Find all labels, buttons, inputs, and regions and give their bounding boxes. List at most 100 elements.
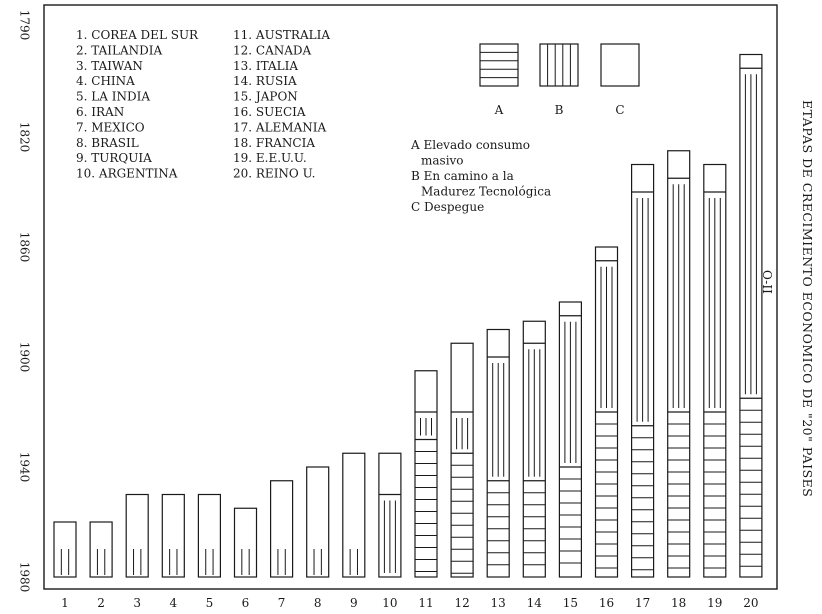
bar bbox=[594, 246, 619, 578]
country-label: 10. ARGENTINA bbox=[76, 167, 178, 181]
country-label: 11. AUSTRALIA bbox=[233, 28, 330, 42]
bar-segment-c bbox=[197, 493, 221, 578]
bar-segment-c bbox=[667, 150, 691, 578]
bar-segment-c bbox=[739, 53, 763, 578]
legend-swatch bbox=[600, 43, 640, 87]
y-axis: 1980 1940 1900 1860 1820 1790 bbox=[18, 10, 32, 593]
legend-box bbox=[539, 43, 579, 87]
y-tick-label: 1980 bbox=[18, 562, 32, 593]
country-label: 20. REINO U. bbox=[233, 167, 315, 181]
country-label: 14. RUSIA bbox=[233, 74, 297, 88]
bar-segment-c bbox=[630, 163, 655, 578]
bar bbox=[667, 150, 691, 578]
country-label: 7. MEXICO bbox=[76, 120, 145, 134]
bar-segment-c bbox=[450, 342, 474, 578]
country-label: 5. LA INDIA bbox=[76, 90, 150, 104]
x-tick-label: 6 bbox=[242, 596, 250, 610]
legend-swatch bbox=[539, 43, 579, 87]
bar bbox=[450, 342, 474, 578]
country-label: 8. BRASIL bbox=[76, 136, 139, 150]
country-label: 2. TAILANDIA bbox=[76, 43, 163, 57]
bar-segment-c bbox=[270, 480, 294, 578]
x-tick-label: 4 bbox=[169, 596, 177, 610]
bar bbox=[378, 452, 402, 578]
x-tick-label: 12 bbox=[454, 596, 469, 610]
x-tick-label: 16 bbox=[599, 596, 614, 610]
bar-segment-c bbox=[558, 301, 583, 578]
bar bbox=[739, 53, 763, 578]
legend-description-line: A Elevado consumo bbox=[410, 138, 530, 152]
x-tick-label: 19 bbox=[707, 596, 722, 610]
country-label: 13. ITALIA bbox=[233, 59, 298, 73]
country-label: 1. COREA DEL SUR bbox=[76, 28, 199, 42]
bar-segment-c bbox=[161, 493, 185, 578]
country-label: 4. CHINA bbox=[76, 74, 135, 88]
legend-description-line: masivo bbox=[421, 154, 464, 168]
x-tick-label: 5 bbox=[206, 596, 214, 610]
x-tick-label: 8 bbox=[314, 596, 322, 610]
figure-code-box: O-II bbox=[758, 270, 778, 330]
bar-segment-c bbox=[414, 370, 438, 578]
x-tick-label: 15 bbox=[563, 596, 578, 610]
bar-segment-c bbox=[53, 521, 77, 578]
bar bbox=[233, 507, 258, 578]
legend-key-label: B bbox=[555, 103, 564, 117]
legend-box bbox=[600, 43, 640, 87]
x-tick-label: 14 bbox=[527, 596, 543, 610]
y-tick-label: 1860 bbox=[18, 232, 32, 263]
chart-title: ETAPAS DE CRECIMIENTO ECONOMICO DE "20" … bbox=[800, 100, 815, 498]
figure-code: O-II bbox=[760, 270, 774, 294]
bar bbox=[703, 163, 727, 578]
legend-description-line: C Despegue bbox=[411, 200, 484, 214]
x-tick-label: 13 bbox=[491, 596, 506, 610]
bar bbox=[558, 301, 583, 578]
bar-segment-c bbox=[703, 163, 727, 578]
bar-segment-c bbox=[486, 328, 510, 578]
country-label: 6. IRAN bbox=[76, 105, 124, 119]
bar-segment-c bbox=[125, 493, 149, 578]
x-tick-label: 7 bbox=[278, 596, 286, 610]
country-label: 12. CANADA bbox=[233, 43, 312, 57]
chart-title-box: ETAPAS DE CRECIMIENTO ECONOMICO DE "20" … bbox=[785, 100, 815, 530]
bar bbox=[342, 452, 366, 578]
bars bbox=[53, 53, 763, 578]
bar-segment-c bbox=[233, 507, 258, 578]
bar-segment-c bbox=[378, 452, 402, 578]
bar bbox=[125, 493, 149, 578]
bar bbox=[414, 370, 438, 578]
x-tick-label: 3 bbox=[133, 596, 141, 610]
bar-segment-c bbox=[522, 320, 546, 578]
y-tick-label: 1820 bbox=[18, 122, 32, 153]
plot-frame bbox=[43, 4, 778, 590]
country-label: 16. SUECIA bbox=[233, 105, 306, 119]
x-tick-label: 11 bbox=[418, 596, 433, 610]
country-label: 9. TURQUIA bbox=[76, 151, 152, 165]
y-tick-label: 1790 bbox=[18, 10, 32, 41]
x-tick-label: 9 bbox=[350, 596, 358, 610]
legend-swatch bbox=[479, 43, 519, 87]
bar bbox=[161, 493, 185, 578]
legend-key-label: A bbox=[494, 103, 504, 117]
x-tick-label: 10 bbox=[382, 596, 397, 610]
country-label: 18. FRANCIA bbox=[233, 136, 315, 150]
bar bbox=[306, 466, 330, 578]
country-label: 19. E.E.U.U. bbox=[233, 151, 307, 165]
legend-description-line: B En camino a la bbox=[411, 169, 514, 183]
legend-key-label: C bbox=[615, 103, 624, 117]
bar bbox=[270, 480, 294, 578]
x-axis: 1 2 3 4 5 6 7 8 9 10 11 12 13 14 15 16 17 18 19 20 bbox=[61, 596, 758, 610]
bar bbox=[89, 521, 113, 578]
x-tick-label: 17 bbox=[635, 596, 650, 610]
bar bbox=[630, 163, 655, 578]
bar bbox=[522, 320, 546, 578]
legend-description-line: Madurez Tecnológica bbox=[421, 185, 551, 199]
bar-segment-c bbox=[89, 521, 113, 578]
legend-box bbox=[479, 43, 519, 87]
country-label: 15. JAPON bbox=[233, 90, 298, 104]
country-label: 3. TAIWAN bbox=[76, 59, 143, 73]
bar-segment-c bbox=[306, 466, 330, 578]
country-label: 17. ALEMANIA bbox=[233, 120, 326, 134]
bar bbox=[486, 328, 510, 578]
